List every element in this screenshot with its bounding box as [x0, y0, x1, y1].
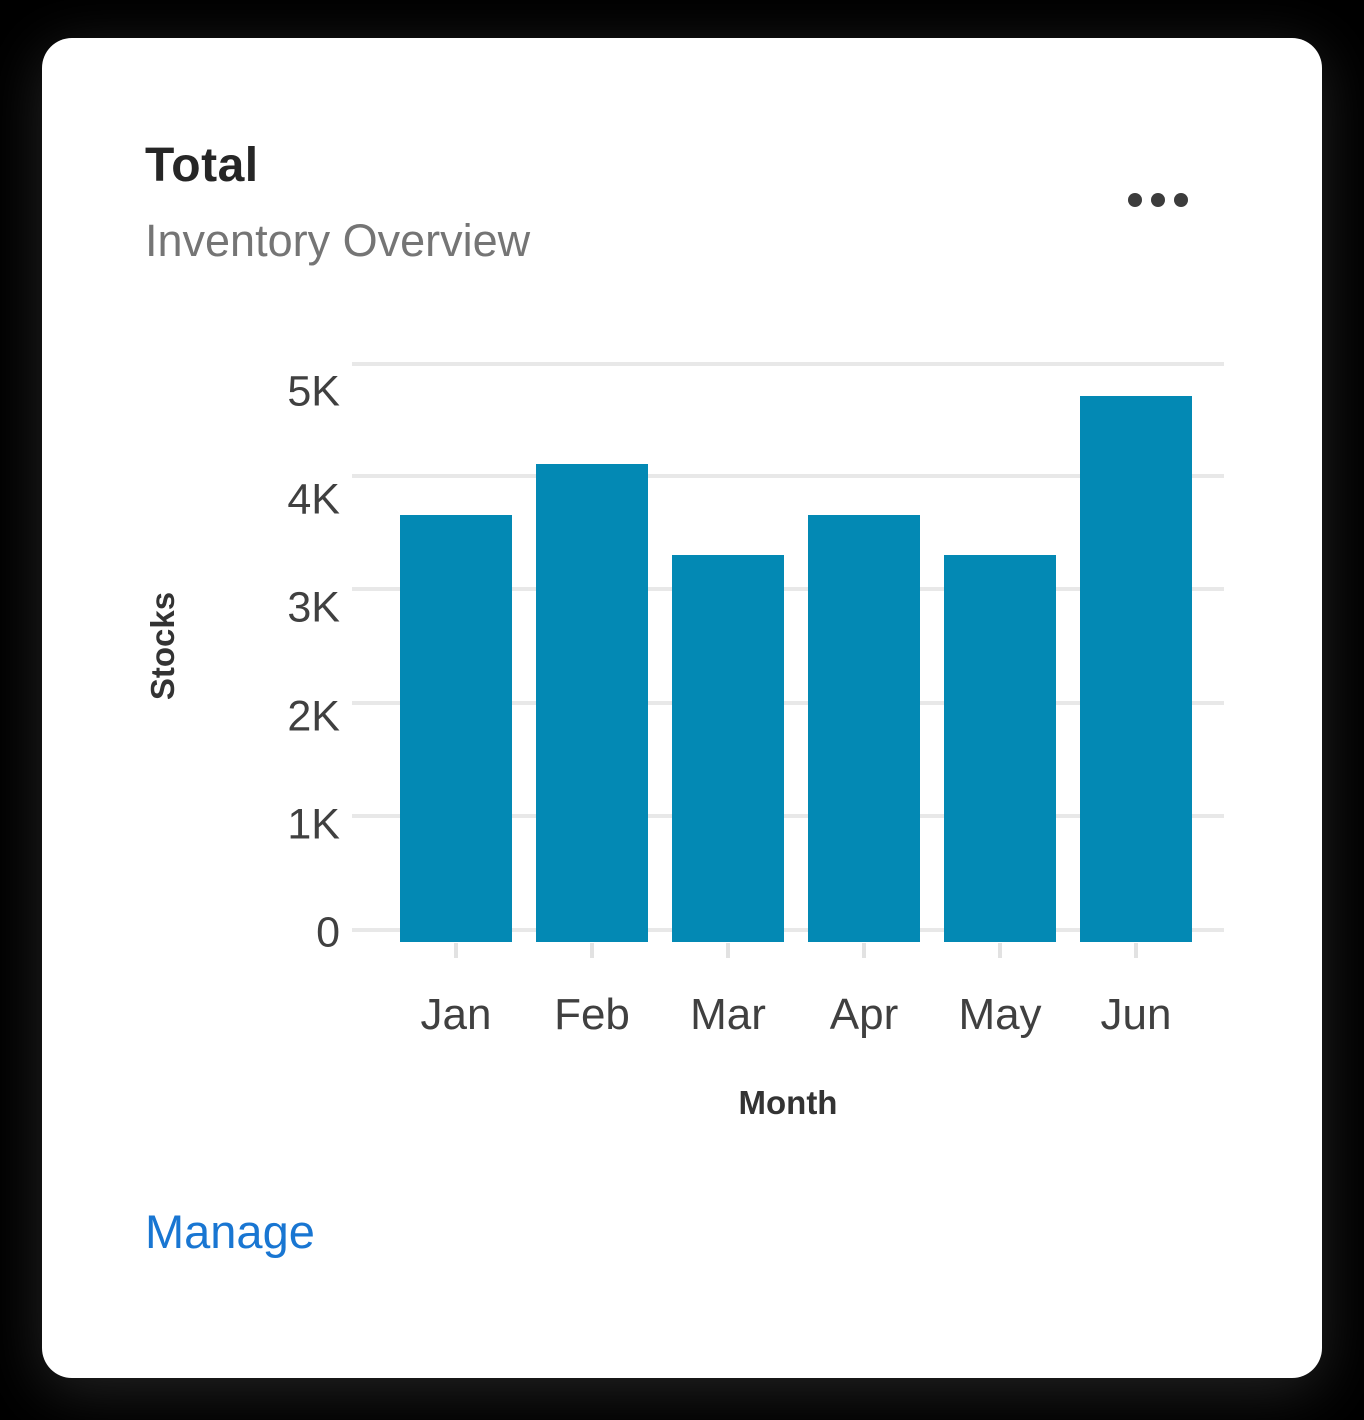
x-tick-mark: [862, 943, 866, 958]
gridline: [352, 587, 1224, 592]
y-axis-tick-labels: 5K 4K 3K 2K 1K 0: [182, 362, 340, 957]
x-tick-mark: [1134, 943, 1138, 958]
y-tick-label: 5K: [287, 367, 340, 416]
gridline: [352, 928, 1224, 932]
x-tick-mark: [454, 943, 458, 958]
x-axis-title: Month: [738, 1084, 838, 1121]
ellipsis-icon: [1128, 193, 1188, 207]
bar-feb: [536, 464, 648, 942]
inventory-card: Total Inventory Overview Stocks 5K 4K 3K 2K…: [42, 38, 1322, 1378]
card-subtitle: Inventory Overview: [145, 215, 531, 266]
x-tick-label: May: [958, 990, 1042, 1039]
x-tick-mark: [998, 943, 1002, 958]
gridline: [352, 362, 1224, 366]
y-tick-label: 3K: [287, 583, 340, 632]
gridline: [352, 814, 1224, 819]
bar-jun: [1080, 396, 1192, 942]
gridline: [352, 473, 1224, 478]
card-title: Total: [145, 139, 259, 192]
x-tick-label: Mar: [690, 990, 766, 1039]
x-tick-label: Jun: [1100, 990, 1172, 1039]
bars-group: [352, 362, 1224, 942]
bar-mar: [672, 555, 784, 942]
gridline: [352, 700, 1224, 705]
y-tick-label: 2K: [287, 692, 340, 741]
more-options-button[interactable]: [1110, 174, 1206, 226]
y-tick-label: 1K: [287, 800, 340, 849]
inventory-bar-chart: [352, 362, 1224, 958]
x-tick-label: Jan: [420, 990, 492, 1039]
x-tick-mark: [726, 943, 730, 958]
bar-jan: [400, 515, 512, 942]
bar-apr: [808, 515, 920, 942]
y-axis-title: Stocks: [144, 591, 181, 701]
x-tick-label: Feb: [554, 990, 630, 1039]
x-tick-label: Apr: [829, 990, 899, 1039]
x-axis-tick-labels: Jan Feb Mar Apr May Jun: [352, 990, 1224, 1042]
y-tick-label: 4K: [287, 475, 340, 524]
y-tick-label: 0: [316, 908, 340, 957]
manage-link[interactable]: Manage: [145, 1205, 315, 1258]
x-tick-mark: [590, 943, 594, 958]
bar-may: [944, 555, 1056, 942]
